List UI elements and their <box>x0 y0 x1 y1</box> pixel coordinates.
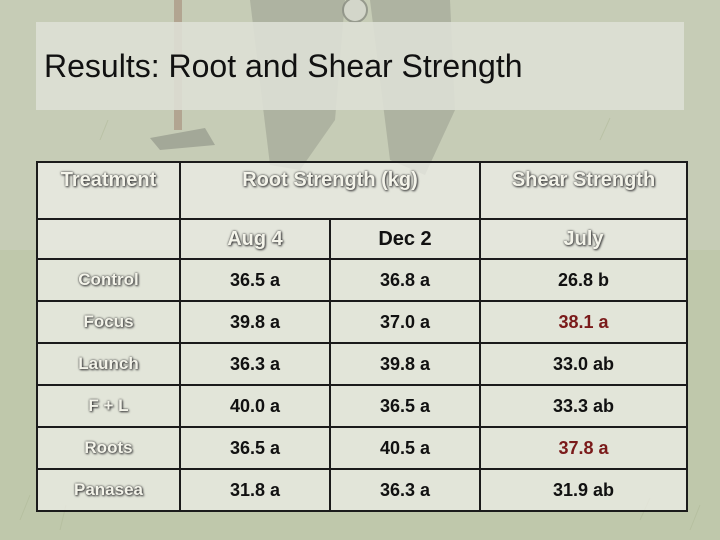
cell-dec2: 36.8 a <box>329 258 481 302</box>
table-row: Focus 39.8 a 37.0 a 38.1 a <box>36 300 688 344</box>
header-row-top: Treatment Root Strength (kg) Shear Stren… <box>36 161 688 220</box>
cell-dec2: 36.5 a <box>329 384 481 428</box>
cell-dec2: 36.3 a <box>329 468 481 512</box>
cell-aug4: 39.8 a <box>179 300 331 344</box>
table-row: Control 36.5 a 36.8 a 26.8 b <box>36 258 688 302</box>
cell-dec2: 40.5 a <box>329 426 481 470</box>
cell-july-highlight: 38.1 a <box>479 300 688 344</box>
title-band <box>36 22 684 110</box>
table-row: F + L 40.0 a 36.5 a 33.3 ab <box>36 384 688 428</box>
header-shear-strength: Shear Strength <box>479 161 688 220</box>
cell-aug4: 40.0 a <box>179 384 331 428</box>
table-row: Launch 36.3 a 39.8 a 33.0 ab <box>36 342 688 386</box>
header-aug4: Aug 4 <box>179 218 331 260</box>
cell-july: 33.3 ab <box>479 384 688 428</box>
cell-aug4: 36.5 a <box>179 258 331 302</box>
cell-july: 31.9 ab <box>479 468 688 512</box>
results-table: Treatment Root Strength (kg) Shear Stren… <box>36 161 688 512</box>
row-treatment: Roots <box>36 426 181 470</box>
cell-july-highlight: 37.8 a <box>479 426 688 470</box>
row-treatment: F + L <box>36 384 181 428</box>
cell-dec2: 37.0 a <box>329 300 481 344</box>
cell-aug4: 31.8 a <box>179 468 331 512</box>
cell-dec2: 39.8 a <box>329 342 481 386</box>
row-treatment: Panasea <box>36 468 181 512</box>
header-root-strength: Root Strength (kg) <box>179 161 481 220</box>
row-treatment: Control <box>36 258 181 302</box>
header-treatment: Treatment <box>36 161 181 220</box>
cell-aug4: 36.3 a <box>179 342 331 386</box>
cell-july: 26.8 b <box>479 258 688 302</box>
row-treatment: Focus <box>36 300 181 344</box>
table-row: Roots 36.5 a 40.5 a 37.8 a <box>36 426 688 470</box>
header-empty-cell <box>36 218 181 260</box>
row-treatment: Launch <box>36 342 181 386</box>
header-july: July <box>479 218 688 260</box>
slide-title: Results: Root and Shear Strength <box>44 48 523 84</box>
cell-aug4: 36.5 a <box>179 426 331 470</box>
cell-july: 33.0 ab <box>479 342 688 386</box>
table-row: Panasea 31.8 a 36.3 a 31.9 ab <box>36 468 688 512</box>
header-row-dates: Aug 4 Dec 2 July <box>36 218 688 260</box>
header-dec2: Dec 2 <box>329 218 481 260</box>
